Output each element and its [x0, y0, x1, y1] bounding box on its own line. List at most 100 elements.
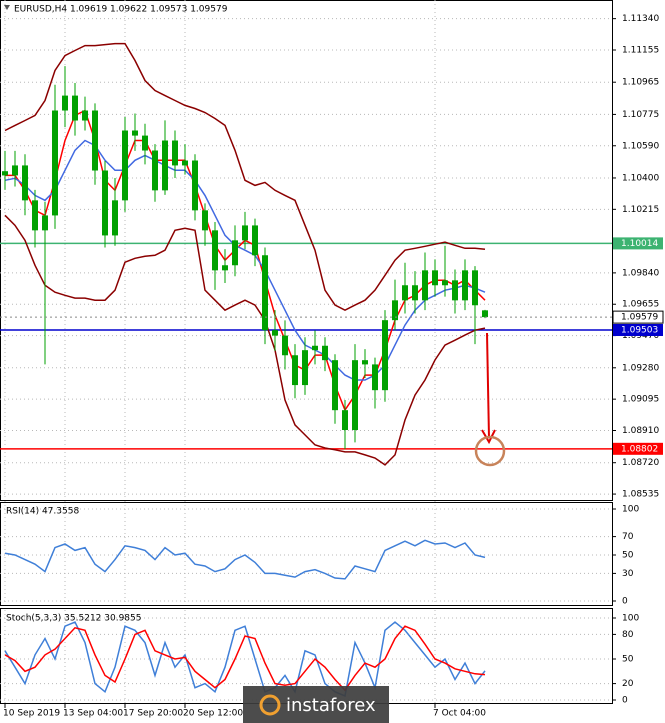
candle-body — [282, 335, 288, 356]
candle-body — [182, 160, 188, 166]
y-tick-label: 1.08720 — [622, 458, 659, 468]
price-level-label: 1.09503 — [621, 326, 658, 336]
price-level-label: 1.10014 — [621, 239, 658, 249]
candle-body — [22, 165, 28, 201]
y-tick-label: 100 — [622, 614, 639, 624]
candle-body — [392, 300, 398, 321]
y-tick-label: 1.10400 — [622, 173, 659, 183]
watermark-text: instaforex — [286, 695, 376, 716]
y-tick-label: 1.08535 — [622, 490, 659, 500]
y-tick-label: 1.09095 — [622, 395, 659, 405]
y-tick-label: 30 — [622, 569, 634, 579]
candle-body — [272, 330, 278, 336]
y-tick-label: 80 — [622, 630, 634, 640]
price-level-tag — [613, 324, 663, 336]
candle-body — [12, 165, 18, 176]
x-tick-label: 7 Oct 04:00 — [433, 709, 486, 719]
candle-body — [452, 280, 458, 301]
y-tick-label: 0 — [622, 696, 628, 706]
x-tick-label: 17 Sep 20:00 — [123, 709, 183, 719]
y-tick-label: 1.10965 — [622, 78, 659, 88]
indicator-line — [4, 214, 486, 466]
candle-body — [82, 110, 88, 121]
candle-body — [322, 345, 328, 361]
arrow-head — [481, 429, 496, 445]
candle-body — [232, 240, 238, 266]
candle-body — [152, 150, 158, 191]
y-tick-label: 1.09470 — [622, 331, 659, 341]
y-tick-label: 50 — [622, 655, 634, 665]
candle-body — [132, 130, 138, 136]
x-tick-label: 10 Sep 2019 — [3, 709, 60, 719]
main-title: EURUSD,H4 1.09619 1.09622 1.09573 1.0957… — [14, 5, 228, 15]
candle-body — [122, 130, 128, 201]
candle-body — [102, 170, 108, 236]
candle-body — [342, 410, 348, 430]
target-circle — [474, 435, 506, 467]
candle-body — [42, 215, 48, 231]
y-tick-label: 1.09840 — [622, 268, 659, 278]
candle-body — [312, 345, 318, 351]
last-price-label: 1.09579 — [621, 313, 658, 323]
rsi-panel-frame — [0, 502, 613, 606]
last-price-tag — [612, 310, 664, 324]
indicator-line — [4, 42, 486, 312]
labels-layer: 1.11340 1.11155 1.10965 1.10775 1.10590 1.104… — [3, 14, 664, 719]
y-tick-label: 1.09655 — [622, 300, 659, 310]
rsi-title: RSI(14) 47.3558 — [6, 507, 79, 517]
marks-layer — [0, 42, 612, 697]
candle-body — [52, 110, 58, 216]
candle-body — [92, 110, 98, 171]
y-tick-label: 1.09280 — [622, 363, 659, 373]
watermark-box — [243, 686, 389, 723]
y-tick-label: 70 — [622, 532, 634, 542]
candle-body — [202, 210, 208, 231]
candle-body — [172, 140, 178, 166]
candle-body — [422, 270, 428, 301]
candle-body — [372, 364, 378, 391]
chart-icon — [4, 5, 10, 10]
grid-layer — [0, 0, 616, 708]
indicator-line — [4, 139, 486, 381]
candle-body — [352, 360, 358, 430]
candle-body — [412, 285, 418, 301]
candle-body — [222, 265, 228, 271]
watermark-logo — [259, 694, 281, 716]
candle-body — [402, 285, 408, 301]
arrow-shaft — [486, 332, 490, 439]
candle-body — [292, 355, 298, 386]
y-tick-label: 20 — [622, 679, 634, 689]
candle-body — [142, 135, 148, 151]
candle-body — [162, 140, 168, 191]
y-tick-label: 1.10590 — [622, 141, 659, 151]
candle-body — [2, 171, 8, 176]
y-tick-label: 1.11155 — [622, 46, 659, 56]
main-panel-frame — [0, 0, 613, 501]
candle-body — [242, 225, 248, 241]
candle-body — [302, 350, 308, 386]
x-tick-label: 13 Sep 04:00 — [63, 709, 123, 719]
y-tick-label: 50 — [622, 551, 634, 561]
y-tick-label: 0 — [622, 597, 628, 607]
candle-body — [262, 255, 268, 331]
y-tick-label: 1.11340 — [622, 14, 659, 24]
candle-body — [472, 270, 478, 306]
forecast-arrow — [474, 332, 506, 467]
candle-body — [192, 160, 198, 211]
candle-body — [362, 360, 368, 365]
candle-body — [432, 270, 438, 286]
candle-body — [382, 320, 388, 391]
stoch-title: Stoch(5,3,3) 35.5212 30.9855 — [6, 614, 141, 624]
oscillator-line — [4, 621, 486, 697]
candle-body — [212, 230, 218, 271]
candle-body — [32, 200, 38, 231]
candle-body — [252, 225, 258, 256]
candle-body — [462, 270, 468, 301]
oscillator-line — [4, 539, 486, 580]
price-level-tag — [613, 442, 663, 455]
oscillator-line — [4, 625, 486, 692]
candle-body — [442, 280, 448, 286]
watermark: instaforex — [243, 686, 389, 723]
candle-body — [62, 95, 68, 111]
